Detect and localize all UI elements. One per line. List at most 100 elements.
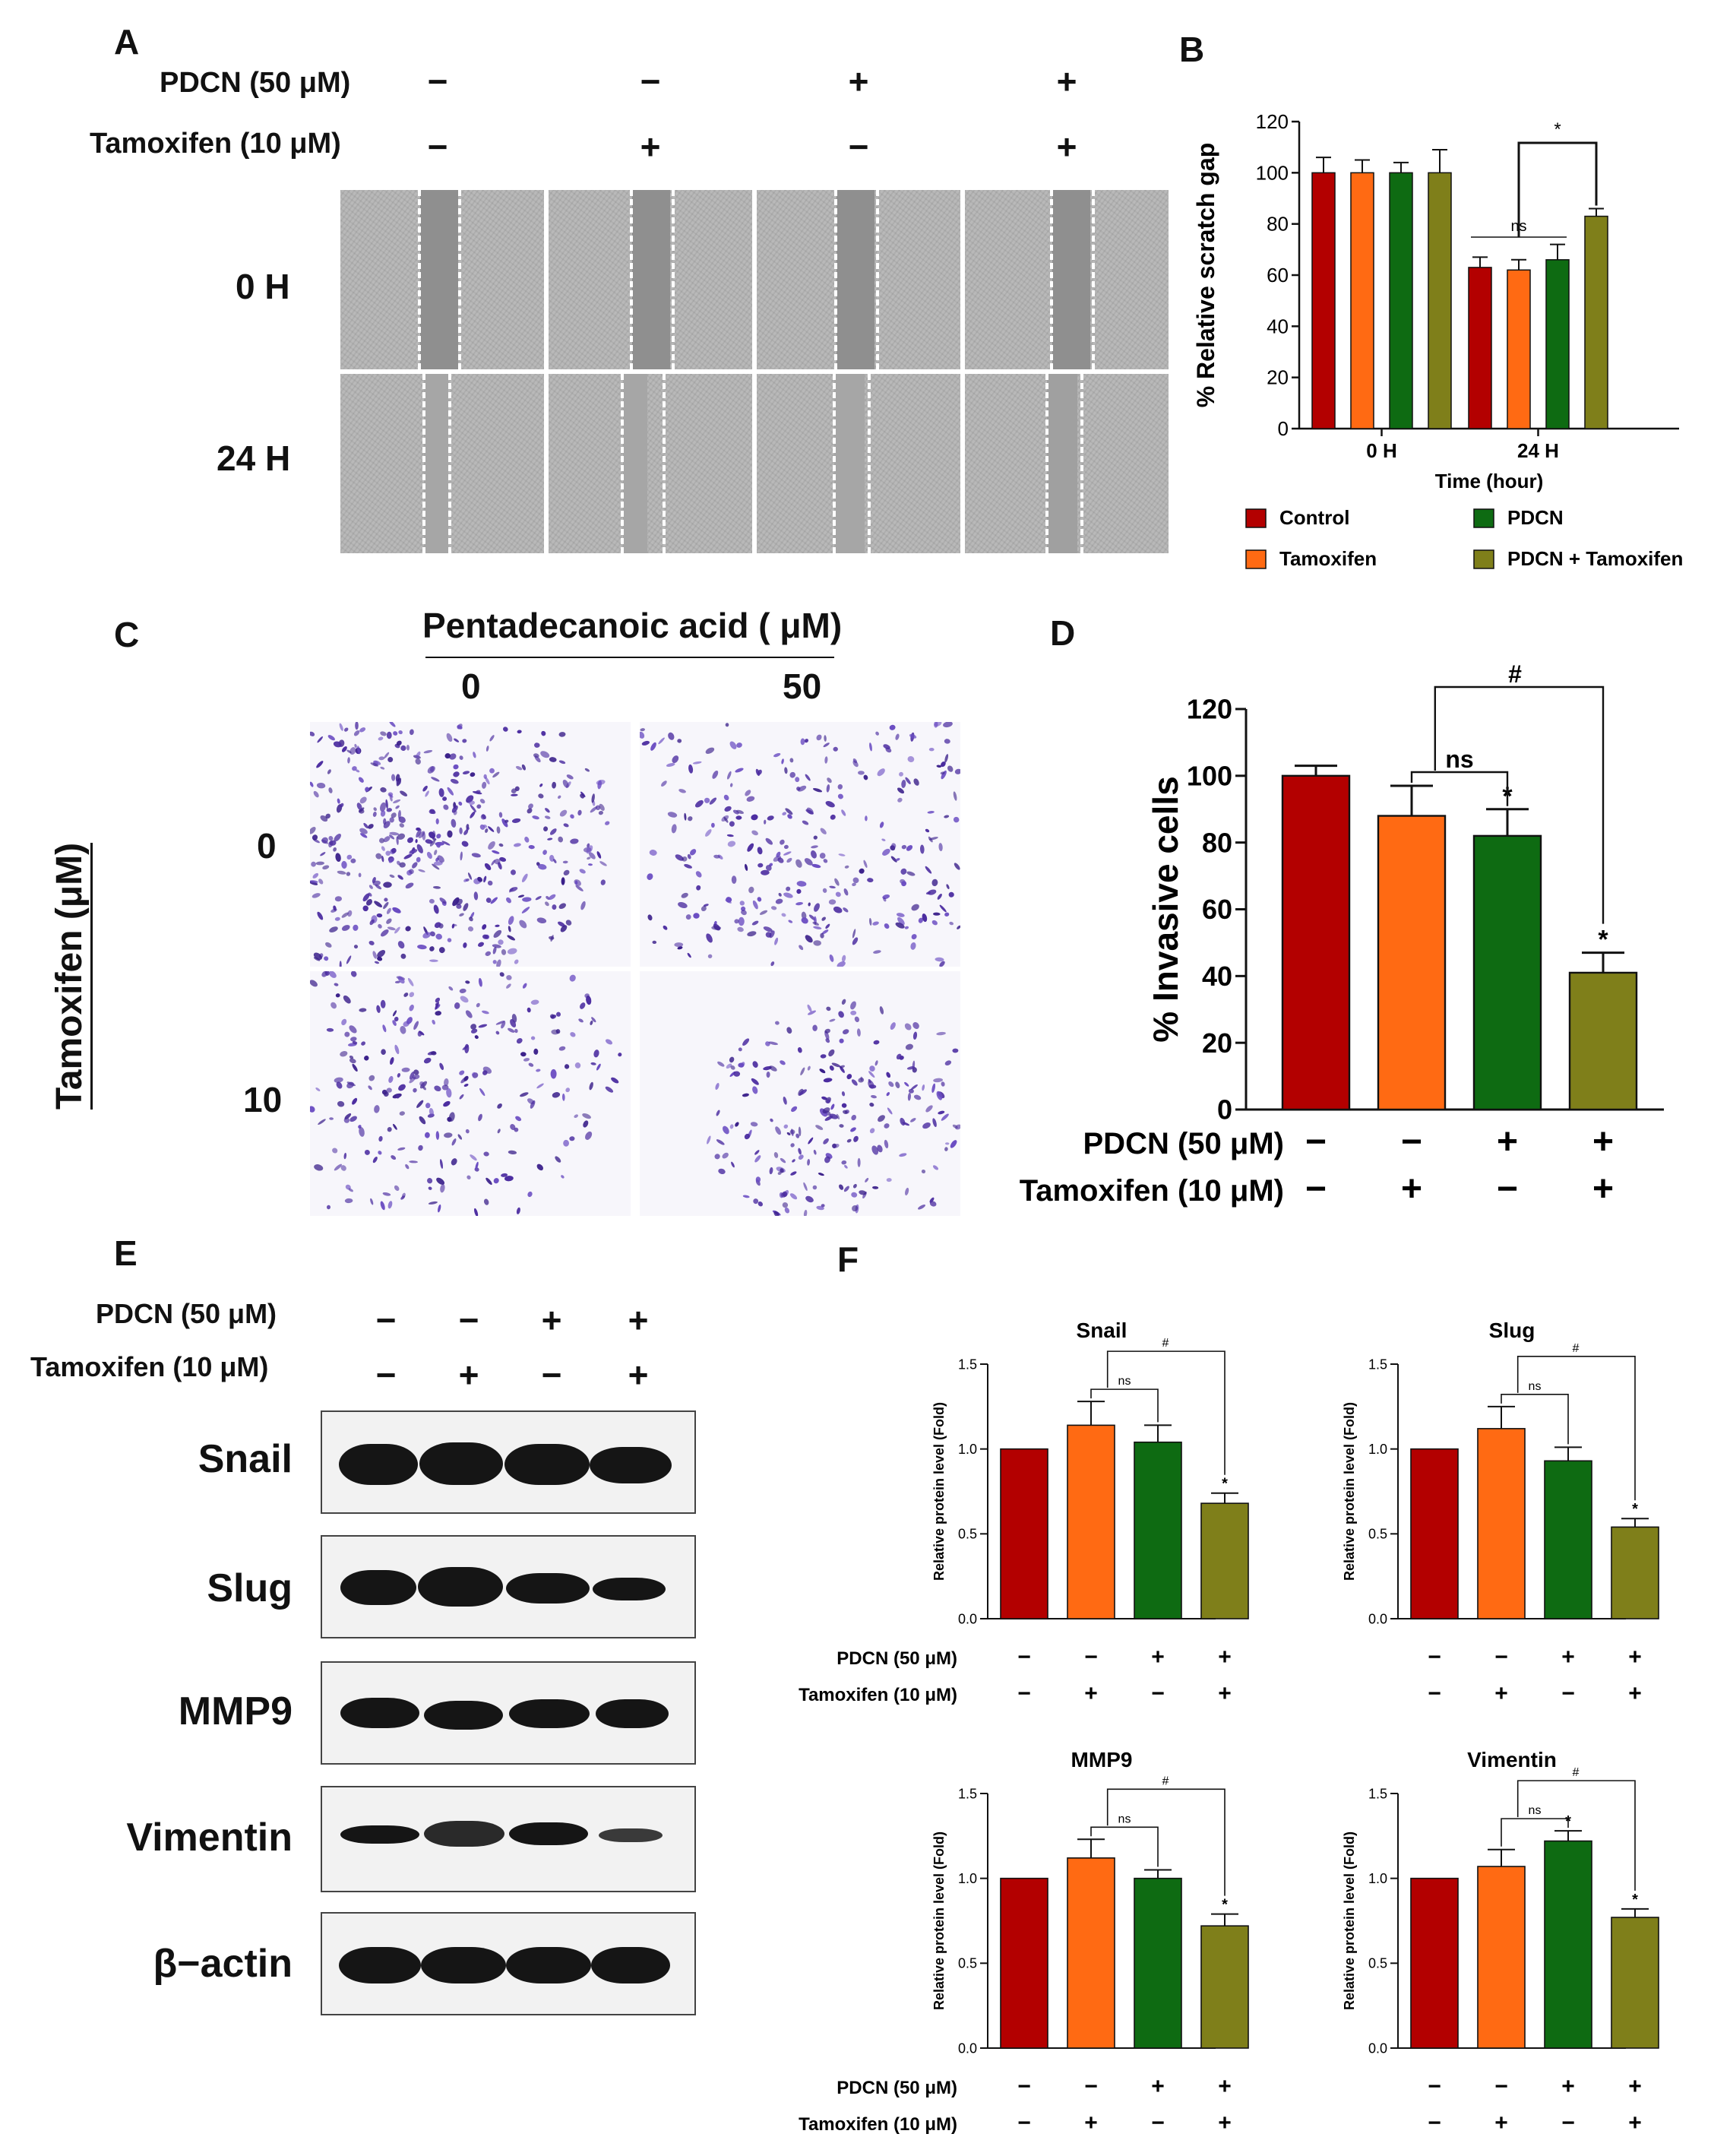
- chart-title: MMP9: [1071, 1748, 1133, 1771]
- stained-cell: [375, 884, 382, 890]
- stained-cell: [940, 771, 945, 775]
- stained-cell: [456, 898, 463, 906]
- stained-cell: [904, 1023, 912, 1031]
- stained-cell: [334, 1077, 343, 1083]
- stained-cell: [561, 1175, 565, 1179]
- bar: [1200, 1925, 1249, 2049]
- stained-cell: [727, 771, 732, 780]
- stained-cell: [355, 722, 359, 730]
- stained-cell: [501, 1021, 506, 1029]
- pdcn-sign: −: [1017, 2074, 1031, 2099]
- stained-cell: [798, 1154, 804, 1160]
- stained-cell: [751, 1078, 759, 1085]
- tamoxifen-sign: +: [1628, 2110, 1642, 2135]
- stained-cell: [812, 1185, 818, 1190]
- stained-cell: [726, 834, 734, 837]
- y-tick-label: 60: [1202, 894, 1232, 925]
- bar: [1611, 1917, 1659, 2049]
- stained-cell: [415, 839, 418, 844]
- significance-star: *: [1632, 1892, 1638, 1908]
- stained-cell: [442, 796, 448, 801]
- stained-cell: [369, 919, 375, 926]
- stained-cell: [941, 1081, 945, 1087]
- stained-cell: [684, 864, 693, 869]
- stained-cell: [871, 1094, 877, 1099]
- stained-cell: [333, 847, 337, 852]
- stained-cell: [803, 1209, 808, 1216]
- y-axis-label: Relative protein level (Fold): [931, 1831, 947, 2010]
- stained-cell: [394, 1185, 400, 1192]
- stained-cell: [329, 1117, 334, 1120]
- stained-cell: [482, 934, 489, 939]
- stained-cell: [335, 993, 340, 998]
- stained-cell: [435, 1011, 441, 1016]
- stained-cell: [928, 889, 937, 895]
- stained-cell: [447, 938, 452, 942]
- stained-cell: [844, 865, 849, 869]
- stained-cell: [395, 774, 400, 782]
- stained-cell: [790, 1171, 797, 1176]
- stained-cell: [829, 885, 836, 889]
- stained-cell: [460, 851, 463, 861]
- transwell-image: [310, 722, 631, 967]
- stained-cell: [922, 913, 928, 923]
- pdcn-sign: +: [1218, 1645, 1232, 1670]
- stained-cell: [895, 858, 900, 861]
- stained-cell: [672, 755, 679, 764]
- stained-cell: [465, 980, 470, 984]
- stained-cell: [534, 755, 541, 763]
- stained-cell: [850, 1010, 857, 1015]
- stained-cell: [850, 1001, 856, 1010]
- stained-cell: [878, 1115, 885, 1122]
- stained-cell: [399, 823, 405, 828]
- stained-cell: [936, 765, 942, 768]
- ns-bracket: [1501, 1394, 1569, 1445]
- pdcn-sign: +: [1628, 1645, 1642, 1670]
- stained-cell: [380, 810, 386, 817]
- stained-cell: [372, 951, 377, 959]
- stained-cell: [808, 1010, 816, 1015]
- bar: [1134, 1877, 1182, 2049]
- stained-cell: [913, 1094, 922, 1100]
- stained-cell: [605, 1086, 614, 1093]
- stained-cell: [470, 804, 476, 812]
- stained-cell: [840, 1065, 845, 1069]
- panel-a-tamoxifen-sign: −: [427, 127, 448, 166]
- stained-cell: [953, 791, 957, 801]
- stained-cell: [359, 727, 366, 733]
- stained-cell: [357, 746, 361, 755]
- stained-cell: [397, 833, 406, 840]
- stained-cell: [611, 1077, 619, 1084]
- stained-cell: [310, 826, 316, 834]
- stained-cell: [439, 1062, 444, 1070]
- stained-cell: [865, 815, 868, 822]
- stained-cell: [674, 942, 684, 948]
- stained-cell: [470, 772, 476, 777]
- stained-cell: [803, 1182, 808, 1191]
- stained-cell: [904, 926, 909, 929]
- stained-cell: [368, 885, 373, 889]
- stained-cell: [724, 806, 732, 812]
- tamoxifen-sign: −: [1428, 2110, 1441, 2135]
- stained-cell: [695, 871, 702, 878]
- stained-cell: [921, 1169, 926, 1174]
- stained-cell: [465, 1010, 473, 1018]
- stained-cell: [399, 1111, 405, 1116]
- stained-cell: [925, 1105, 933, 1113]
- y-tick-label: 100: [1256, 161, 1289, 184]
- stained-cell: [837, 793, 843, 799]
- stained-cell: [398, 730, 403, 735]
- stained-cell: [413, 1069, 419, 1075]
- stained-cell: [447, 787, 454, 796]
- stained-cell: [707, 1135, 711, 1144]
- stained-cell: [856, 1028, 861, 1037]
- stained-cell: [365, 787, 369, 792]
- stained-cell: [775, 1021, 780, 1025]
- stained-cell: [354, 743, 357, 749]
- stained-cell: [540, 751, 550, 758]
- stained-cell: [409, 1076, 416, 1084]
- stained-cell: [432, 831, 436, 838]
- stained-cell: [675, 854, 684, 861]
- stained-cell: [852, 1183, 857, 1189]
